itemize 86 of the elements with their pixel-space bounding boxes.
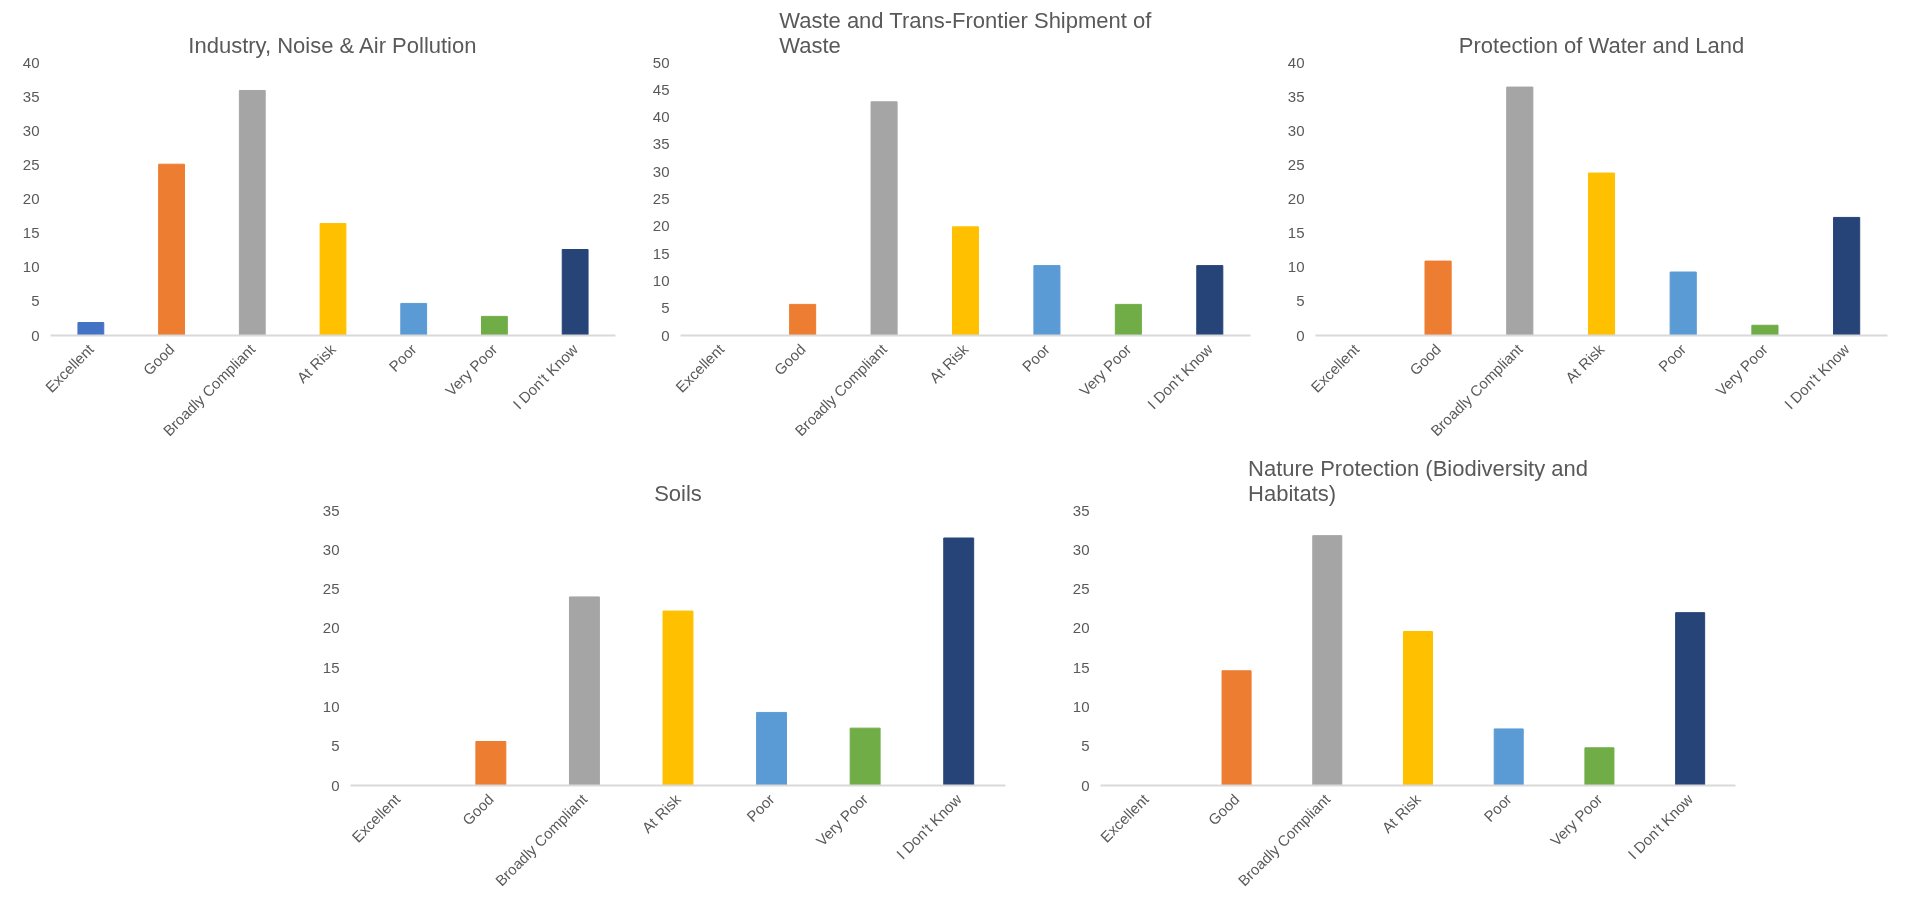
x-tick-label: At Risk bbox=[293, 340, 340, 387]
y-tick-label: 40 bbox=[22, 53, 40, 71]
bar bbox=[481, 315, 508, 336]
y-tick-label: 30 bbox=[1287, 121, 1305, 139]
y-tick-label: 0 bbox=[1296, 326, 1305, 344]
y-tick-label: 45 bbox=[652, 80, 670, 98]
y-tick-label: 15 bbox=[322, 658, 340, 676]
y-tick-label: 35 bbox=[322, 501, 340, 519]
bar bbox=[1669, 271, 1697, 336]
y-tick-label: 10 bbox=[22, 258, 40, 276]
y-tick-label: 40 bbox=[1287, 53, 1305, 71]
y-tick-label: 20 bbox=[1072, 619, 1090, 637]
y-tick-label: 15 bbox=[22, 224, 40, 242]
y-tick-label: 35 bbox=[1287, 87, 1305, 105]
bar bbox=[1584, 747, 1615, 786]
y-tick-label: 25 bbox=[1072, 580, 1090, 598]
bar bbox=[1033, 265, 1061, 336]
bar bbox=[943, 537, 975, 786]
bar bbox=[561, 249, 589, 336]
bar bbox=[319, 223, 347, 336]
x-tick-label: At Risk bbox=[638, 790, 685, 837]
y-tick-label: 5 bbox=[31, 292, 40, 310]
bar bbox=[1751, 324, 1779, 336]
y-tick-label: 30 bbox=[22, 121, 40, 139]
y-tick-label: 0 bbox=[661, 326, 670, 344]
y-tick-label: 5 bbox=[1081, 737, 1090, 755]
chart-title: Soils bbox=[654, 480, 702, 506]
bar bbox=[1675, 612, 1706, 786]
bar bbox=[77, 322, 105, 336]
y-tick-label: 5 bbox=[1296, 292, 1305, 310]
y-tick-label: 25 bbox=[1287, 155, 1305, 173]
bar bbox=[475, 741, 507, 786]
y-tick-label: 10 bbox=[1287, 258, 1305, 276]
y-tick-label: 30 bbox=[652, 162, 670, 180]
chart-title: Waste and Trans-Frontier Shipment of Waste bbox=[779, 7, 1153, 58]
bar bbox=[1196, 265, 1224, 336]
y-tick-label: 20 bbox=[652, 217, 670, 235]
y-tick-label: 10 bbox=[322, 697, 340, 715]
y-tick-label: 30 bbox=[1072, 540, 1090, 558]
bar bbox=[789, 303, 817, 336]
bar bbox=[1221, 670, 1252, 786]
bar bbox=[1114, 303, 1142, 336]
bar bbox=[662, 610, 694, 786]
y-tick-label: 10 bbox=[652, 271, 670, 289]
bar bbox=[1833, 216, 1861, 336]
y-tick-label: 10 bbox=[1072, 697, 1090, 715]
y-tick-label: 50 bbox=[652, 53, 670, 71]
bar bbox=[1587, 172, 1616, 336]
chart-title: Protection of Water and Land bbox=[1458, 32, 1745, 58]
bar bbox=[400, 302, 428, 336]
y-tick-label: 35 bbox=[652, 135, 670, 153]
x-tick-label: At Risk bbox=[1378, 790, 1425, 837]
y-tick-label: 0 bbox=[331, 776, 340, 794]
y-tick-label: 35 bbox=[1072, 501, 1090, 519]
y-tick-label: 40 bbox=[652, 108, 670, 126]
chart-title: Industry, Noise & Air Pollution bbox=[188, 32, 477, 58]
y-tick-label: 15 bbox=[1072, 658, 1090, 676]
bar bbox=[1424, 260, 1452, 336]
y-tick-label: 20 bbox=[1287, 190, 1305, 207]
y-tick-label: 35 bbox=[22, 87, 40, 105]
y-tick-label: 20 bbox=[22, 190, 40, 207]
y-tick-label: 0 bbox=[31, 326, 40, 344]
x-tick-label: At Risk bbox=[1561, 340, 1608, 387]
bar bbox=[1402, 631, 1434, 786]
chart-title: Nature Protection (Biodiversity and Habitats) bbox=[1248, 455, 1588, 506]
bar bbox=[1493, 728, 1524, 786]
bar bbox=[849, 727, 881, 786]
y-tick-label: 15 bbox=[1287, 224, 1305, 242]
bar bbox=[756, 711, 788, 786]
bar bbox=[238, 89, 266, 336]
y-tick-label: 0 bbox=[1081, 776, 1090, 794]
y-tick-label: 5 bbox=[331, 737, 340, 755]
bar bbox=[568, 596, 600, 786]
bar bbox=[870, 101, 898, 336]
bar bbox=[1312, 535, 1343, 786]
x-tick-label: At Risk bbox=[925, 340, 972, 387]
y-tick-label: 25 bbox=[22, 155, 40, 173]
bar bbox=[158, 163, 185, 336]
y-tick-label: 15 bbox=[652, 244, 670, 262]
bar bbox=[951, 226, 980, 336]
bar bbox=[1506, 86, 1534, 336]
y-tick-label: 5 bbox=[661, 299, 670, 317]
y-tick-label: 20 bbox=[322, 619, 340, 637]
y-tick-label: 25 bbox=[652, 190, 670, 207]
y-tick-label: 25 bbox=[322, 580, 340, 598]
y-tick-label: 30 bbox=[322, 540, 340, 558]
